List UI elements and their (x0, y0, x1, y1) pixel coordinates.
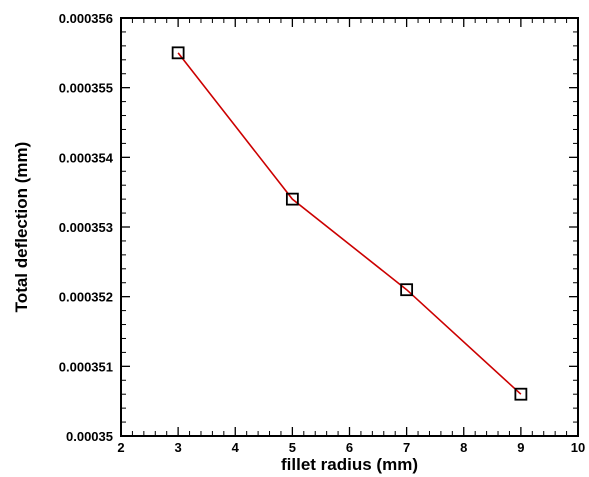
x-tick-label: 7 (403, 440, 410, 455)
x-tick-label: 6 (346, 440, 353, 455)
plot-frame (120, 17, 579, 437)
y-tick-label: 0.000353 (59, 220, 113, 235)
y-tick-label: 0.000354 (59, 150, 114, 165)
data-point-marker (285, 192, 299, 206)
x-axis-ticks: 2 3 4 5 6 7 8 9 10 (117, 18, 585, 455)
y-tick-label: 0.00035 (66, 429, 113, 444)
y-tick-label: 0.000356 (59, 11, 113, 26)
y-axis-ticks: 0.00035 0.000351 0.000352 0.000353 0.000354 0… (59, 11, 578, 444)
x-tick-label: 8 (460, 440, 467, 455)
x-tick-label: 2 (117, 440, 124, 455)
x-axis-title: fillet radius (mm) (281, 455, 418, 474)
x-tick-label: 10 (571, 440, 585, 455)
series-line (177, 52, 522, 395)
x-tick-label: 9 (517, 440, 524, 455)
y-tick-label: 0.000352 (59, 290, 113, 305)
series-layer (171, 46, 528, 401)
data-point-marker (400, 283, 414, 297)
data-point-marker (514, 387, 528, 401)
x-tick-label: 3 (175, 440, 182, 455)
y-axis-title: Total deflection (mm) (12, 142, 31, 313)
y-tick-label: 0.000351 (59, 359, 113, 374)
y-tick-label: 0.000355 (59, 81, 113, 96)
x-tick-label: 4 (232, 440, 240, 455)
plot-area (120, 17, 579, 437)
data-point-marker (171, 46, 185, 60)
x-tick-label: 5 (289, 440, 296, 455)
